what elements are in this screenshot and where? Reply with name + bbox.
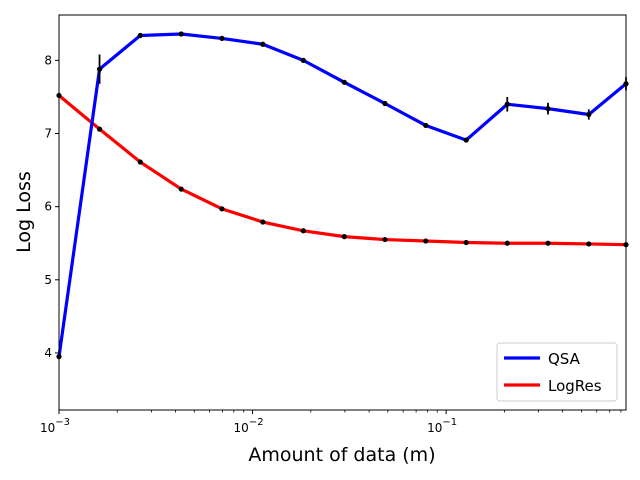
- plot-frame: [58, 14, 627, 411]
- data-point: [341, 79, 347, 85]
- x-tick-exponent: −1: [442, 417, 457, 428]
- x-axis-label: Amount of data (m): [248, 444, 435, 466]
- x-tick-base: 10: [427, 421, 442, 435]
- data-point: [178, 186, 184, 192]
- y-tick-label: 5: [44, 273, 52, 287]
- data-point: [423, 122, 429, 129]
- legend-label-qsa: QSA: [548, 350, 581, 368]
- data-point: [300, 57, 306, 63]
- data-point: [504, 101, 510, 107]
- x-tick-exponent: −2: [249, 417, 264, 428]
- data-point: [260, 219, 266, 225]
- series-qsa: [56, 31, 629, 360]
- data-point: [504, 240, 510, 246]
- x-tick-label: 10−1: [427, 417, 457, 435]
- data-point: [463, 137, 469, 143]
- data-point: [586, 241, 592, 247]
- y-tick-label: 4: [44, 346, 52, 360]
- legend: QSA LogRes: [496, 342, 618, 402]
- data-point: [137, 159, 143, 165]
- data-point: [96, 126, 103, 132]
- x-tick-exponent: −3: [55, 417, 70, 428]
- y-tick-label: 7: [44, 127, 52, 141]
- data-point: [545, 106, 551, 112]
- y-tick-label: 8: [44, 53, 52, 67]
- data-point: [137, 32, 143, 39]
- series-line-logres: [57, 94, 627, 247]
- y-tick-label: 6: [44, 200, 52, 214]
- series-logres: [56, 92, 629, 248]
- data-point: [586, 111, 592, 118]
- data-point: [260, 41, 266, 47]
- legend-label-logres: LogRes: [548, 377, 602, 395]
- data-point: [382, 100, 388, 107]
- data-point: [545, 240, 551, 246]
- x-tick-base: 10: [234, 421, 249, 435]
- x-tick-base: 10: [40, 421, 55, 435]
- data-point: [382, 236, 388, 243]
- x-tick-label: 10−2: [234, 417, 264, 435]
- y-axis-label: Log Loss: [13, 171, 35, 253]
- x-tick-label: 10−3: [40, 417, 70, 435]
- data-point: [219, 35, 225, 42]
- data-point: [341, 234, 347, 240]
- data-point: [463, 239, 469, 246]
- data-point: [300, 228, 306, 234]
- data-point: [178, 31, 184, 37]
- data-point: [96, 66, 103, 72]
- data-point: [219, 206, 225, 212]
- series-layer: [56, 31, 629, 360]
- data-point: [423, 238, 429, 244]
